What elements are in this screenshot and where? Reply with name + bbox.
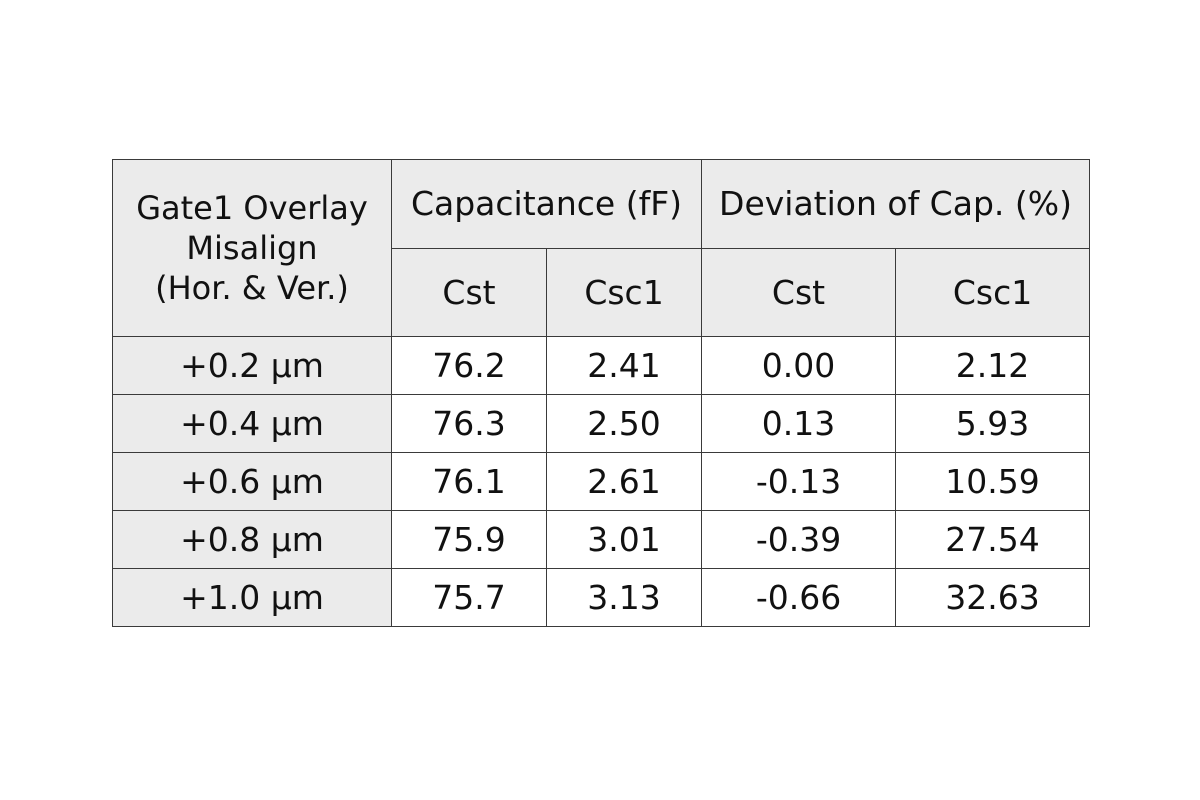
sub-header-cap-csc1: Csc1 xyxy=(545,248,703,337)
sub-header-cap-cst: Cst xyxy=(391,248,547,337)
cell-dev-csc1: 32.63 xyxy=(895,568,1091,627)
row-label: +0.4 μm xyxy=(112,394,392,453)
sub-header-dev-csc1: Csc1 xyxy=(895,248,1091,337)
cell-dev-cst: -0.13 xyxy=(701,452,897,511)
sub-header-dev-cst: Cst xyxy=(701,248,897,337)
corner-header-line-2: Misalign xyxy=(186,229,318,267)
table-row: +0.4 μm 76.3 2.50 0.13 5.93 xyxy=(112,394,1091,453)
cell-dev-csc1: 10.59 xyxy=(895,452,1091,511)
cell-cap-cst: 76.3 xyxy=(391,394,547,453)
row-label: +1.0 μm xyxy=(112,568,392,627)
cell-dev-csc1: 27.54 xyxy=(895,510,1091,569)
cell-cap-cst: 76.2 xyxy=(391,336,547,395)
cell-cap-cst: 76.1 xyxy=(391,452,547,511)
row-label: +0.8 μm xyxy=(112,510,392,569)
cell-cap-csc1: 2.50 xyxy=(545,394,703,453)
table-row: +0.6 μm 76.1 2.61 -0.13 10.59 xyxy=(112,452,1091,511)
table-row: +0.8 μm 75.9 3.01 -0.39 27.54 xyxy=(112,510,1091,569)
corner-header: Gate1 Overlay Misalign (Hor. & Ver.) xyxy=(112,159,392,337)
cell-dev-cst: -0.39 xyxy=(701,510,897,569)
row-label: +0.2 μm xyxy=(112,336,392,395)
capacitance-table: Gate1 Overlay Misalign (Hor. & Ver.) Cap… xyxy=(112,159,1091,627)
cell-cap-csc1: 2.41 xyxy=(545,336,703,395)
group-header-deviation: Deviation of Cap. (%) xyxy=(701,159,1091,249)
cell-dev-csc1: 5.93 xyxy=(895,394,1091,453)
cell-dev-cst: 0.00 xyxy=(701,336,897,395)
table-row: +1.0 μm 75.7 3.13 -0.66 32.63 xyxy=(112,568,1091,627)
cell-cap-csc1: 3.13 xyxy=(545,568,703,627)
cell-cap-cst: 75.7 xyxy=(391,568,547,627)
cell-dev-csc1: 2.12 xyxy=(895,336,1091,395)
cell-dev-cst: 0.13 xyxy=(701,394,897,453)
cell-cap-csc1: 2.61 xyxy=(545,452,703,511)
row-label: +0.6 μm xyxy=(112,452,392,511)
corner-header-line-1: Gate1 Overlay xyxy=(136,189,368,227)
table-row: +0.2 μm 76.2 2.41 0.00 2.12 xyxy=(112,336,1091,395)
cell-cap-cst: 75.9 xyxy=(391,510,547,569)
cell-cap-csc1: 3.01 xyxy=(545,510,703,569)
corner-header-line-3: (Hor. & Ver.) xyxy=(155,269,349,307)
group-header-capacitance: Capacitance (fF) xyxy=(390,159,703,249)
cell-dev-cst: -0.66 xyxy=(701,568,897,627)
